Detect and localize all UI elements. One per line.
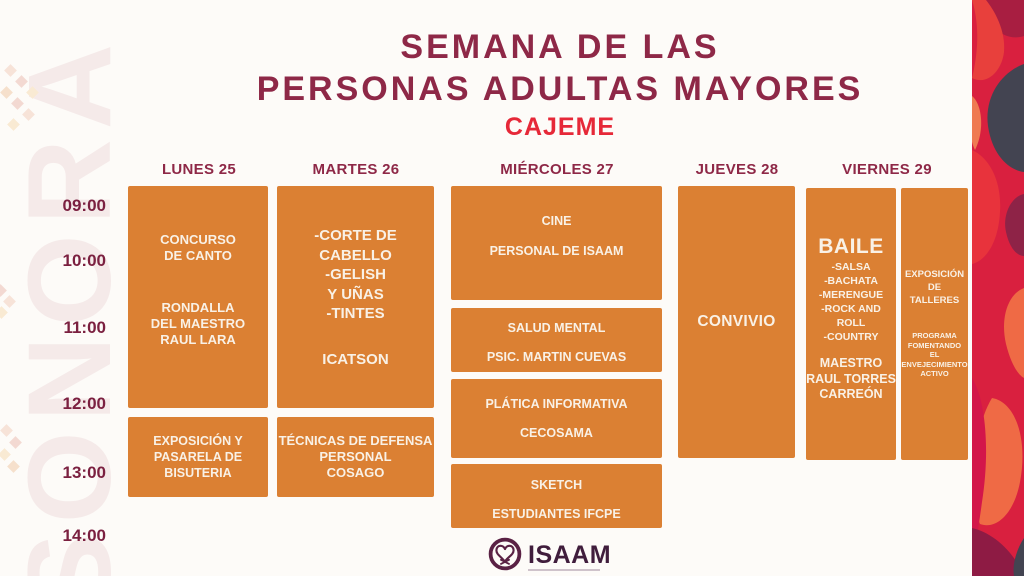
time-label-1300: 13:00	[62, 463, 106, 482]
sonora-watermark: SONORA	[4, 34, 136, 576]
event-activity: SKETCH	[530, 478, 583, 492]
event-activity: EXPOSICIÓN Y PASARELA DE BISUTERIA	[153, 434, 243, 480]
event-activity: CONVIVIO	[697, 313, 776, 330]
event-friday-baile: BAILE -SALSA -BACHATA -MERENGUE -ROCK AN…	[806, 188, 896, 460]
event-tuesday-noon: TÉCNICAS DE DEFENSA PERSONAL COSAGO	[277, 417, 434, 497]
event-activity: CINE	[541, 214, 572, 228]
event-wednesday-platica: PLÁTICA INFORMATIVA CECOSAMA	[451, 379, 662, 458]
page-title: SEMANA DE LAS PERSONAS ADULTAS MAYORES	[140, 26, 980, 110]
event-tuesday-morning: -CORTE DE CABELLO -GELISH Y UÑAS -TINTES…	[277, 186, 434, 408]
time-label-1100: 11:00	[63, 318, 106, 337]
time-label-0900: 09:00	[62, 196, 106, 215]
event-friday-exposicion: EXPOSICIÓN DE TALLERES PROGRAMA FOMENTAN…	[901, 188, 968, 460]
city-subtitle: CAJEME	[504, 113, 616, 141]
logo-text: ISAAM	[528, 540, 612, 569]
time-label-1000: 10:00	[62, 251, 106, 270]
title-line-1: SEMANA DE LAS	[400, 28, 720, 66]
footer-logo: ISAAM	[487, 536, 611, 576]
event-activity: EXPOSICIÓN DE TALLERES	[904, 269, 965, 306]
logo-tagline	[528, 568, 600, 571]
event-presenter: MAESTRO RAUL TORRES CARREÓN	[806, 356, 896, 401]
event-monday-morning: CONCURSO DE CANTO RONDALLA DEL MAESTRO R…	[128, 186, 268, 408]
event-activity: PLÁTICA INFORMATIVA	[485, 397, 628, 411]
event-activity: CONCURSO DE CANTO	[160, 232, 236, 263]
event-wednesday-salud-mental: SALUD MENTAL PSIC. MARTIN CUEVAS	[451, 308, 662, 372]
event-presenter: PSIC. MARTIN CUEVAS	[486, 350, 627, 364]
logo-text-block: ISAAM	[528, 540, 612, 571]
event-presenter: ESTUDIANTES IFCPE	[492, 507, 621, 521]
event-wednesday-sketch: SKETCH ESTUDIANTES IFCPE	[451, 464, 662, 528]
title-line-2: PERSONAS ADULTAS MAYORES	[256, 70, 864, 108]
event-presenter: PERSONAL DE ISAAM	[489, 244, 624, 258]
event-thursday-convivio: CONVIVIO	[678, 186, 795, 458]
event-activity: SALUD MENTAL	[507, 321, 606, 335]
event-dance-styles: -SALSA -BACHATA -MERENGUE -ROCK AND ROLL…	[818, 261, 884, 343]
day-header-monday: LUNES 25	[161, 161, 237, 178]
time-label-1200: 12:00	[62, 394, 106, 413]
event-presenter: RONDALLA DEL MAESTRO RAUL LARA	[150, 300, 246, 347]
time-label-1400: 14:00	[62, 526, 106, 545]
event-presenter: PROGRAMA FOMENTANDO EL ENVEJECIMIENTO AC…	[901, 331, 968, 378]
event-monday-noon: EXPOSICIÓN Y PASARELA DE BISUTERIA	[128, 417, 268, 497]
event-activity: TÉCNICAS DE DEFENSA PERSONAL COSAGO	[278, 433, 433, 480]
event-presenter: CECOSAMA	[520, 426, 593, 440]
day-header-thursday: JUEVES 28	[695, 161, 779, 178]
isaam-logo-icon	[487, 536, 523, 576]
day-header-wednesday: MIÉRCOLES 27	[500, 161, 614, 178]
event-wednesday-cine: CINE PERSONAL DE ISAAM	[451, 186, 662, 300]
event-activity: -CORTE DE CABELLO -GELISH Y UÑAS -TINTES	[314, 227, 397, 322]
decorative-art-strip	[972, 0, 1024, 576]
day-header-tuesday: MARTES 26	[312, 161, 400, 178]
day-header-friday: VIERNES 29	[842, 161, 932, 178]
event-presenter: ICATSON	[322, 350, 389, 368]
event-activity: BAILE	[818, 235, 884, 258]
